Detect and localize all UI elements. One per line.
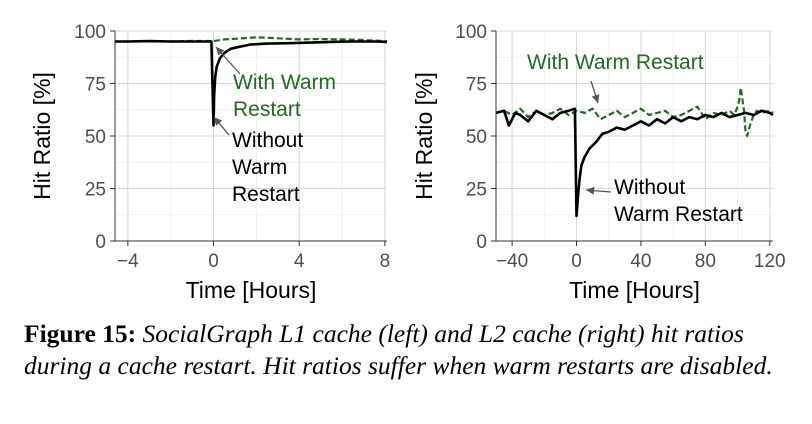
l1-cache-chart: 0 25 50 75 100 −4 0 4 8 Time [Hours] Hit Ratio [%]…	[29, 22, 390, 303]
l2-cache-chart: 0 25 50 75 100 −40 0 40 80 120 Time [Hours] Hit Rat…	[411, 22, 786, 303]
y-tick-label: 25	[85, 180, 106, 201]
x-tick-label: −4	[117, 251, 139, 272]
annotation-arrow-head	[216, 47, 225, 56]
x-tick-label: 40	[630, 251, 651, 272]
y-tick-label: 75	[85, 75, 106, 96]
series-line-with-warm-restart	[495, 86, 774, 138]
x-tick-label: 120	[754, 251, 786, 272]
y-tick-label: 0	[476, 232, 487, 253]
series-line-without-warm-restart	[495, 107, 774, 218]
y-tick-label: 50	[466, 127, 487, 148]
annotation-arrow-head	[591, 94, 600, 103]
x-tick-label: 0	[571, 251, 582, 272]
y-tick-label: 0	[95, 232, 106, 253]
annotation-label: With Warm	[233, 71, 336, 94]
annotation-arrow-head	[214, 117, 223, 126]
annotation-label: Warm	[232, 156, 287, 179]
annotation-label: Without	[232, 129, 303, 152]
caption-label: Figure 15:	[24, 319, 137, 348]
x-tick-label: 80	[695, 251, 716, 272]
x-tick-label: 8	[380, 251, 391, 272]
annotation-arrow-head	[586, 186, 595, 195]
y-tick-label: 100	[74, 22, 106, 43]
annotation-label: Restart	[232, 183, 300, 206]
x-axis-title: Time [Hours]	[186, 277, 317, 303]
y-tick-label: 100	[455, 22, 487, 43]
x-tick-label: 4	[294, 251, 305, 272]
x-tick-label: −40	[496, 251, 528, 272]
annotation-label: Without	[614, 176, 685, 199]
annotation-label: With Warm Restart	[527, 51, 704, 74]
y-axis-title: Hit Ratio [%]	[29, 72, 55, 200]
y-tick-label: 75	[466, 75, 487, 96]
y-tick-label: 25	[466, 180, 487, 201]
figure-caption: Figure 15: SocialGraph L1 cache (left) a…	[24, 318, 794, 382]
y-axis-title: Hit Ratio [%]	[411, 72, 437, 200]
y-tick-label: 50	[85, 127, 106, 148]
annotation-label: Restart	[233, 98, 301, 121]
annotation-label: Warm Restart	[614, 203, 743, 226]
series-line-without-warm-restart	[115, 39, 388, 127]
x-tick-label: 0	[208, 251, 219, 272]
x-axis-title: Time [Hours]	[569, 277, 700, 303]
caption-text: SocialGraph L1 cache (left) and L2 cache…	[24, 319, 773, 380]
